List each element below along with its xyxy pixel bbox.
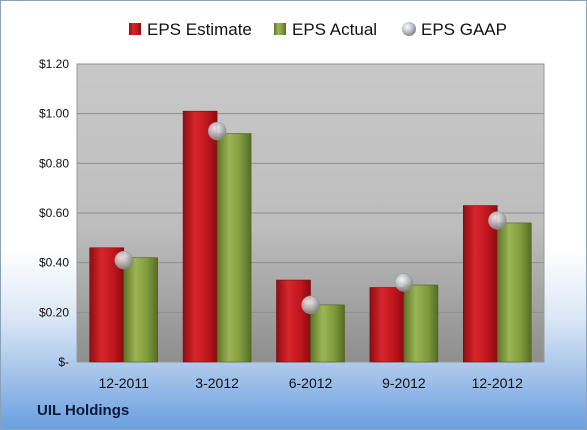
bar-eps-estimate <box>462 205 498 363</box>
x-tick-label: 3-2012 <box>195 375 239 391</box>
gaap-markers <box>114 121 507 315</box>
marker-eps-gaap <box>301 295 320 315</box>
y-tick-label: $- <box>58 355 69 369</box>
y-tick-label: $1.20 <box>39 57 69 71</box>
y-tick-label: $0.60 <box>39 206 69 220</box>
legend: EPS Estimate EPS Actual EPS GAAP <box>129 20 507 39</box>
y-axis: $- $0.20 $0.40 $0.60 $0.80 $1.00 $1.20 <box>39 57 69 369</box>
marker-eps-gaap <box>207 121 227 141</box>
marker-eps-gaap <box>394 273 414 292</box>
legend-label: EPS GAAP <box>421 20 507 39</box>
bar-eps-actual <box>216 133 252 363</box>
x-tick-label: 6-2012 <box>289 375 333 391</box>
legend-label: EPS Estimate <box>147 20 252 39</box>
bar-eps-estimate <box>276 279 311 363</box>
bar-eps-estimate <box>369 287 405 363</box>
company-label: UIL Holdings <box>37 402 130 419</box>
x-axis: 12-2011 3-2012 6-2012 9-2012 12-2012 <box>99 375 524 391</box>
y-tick-label: $0.20 <box>39 305 69 319</box>
x-tick-label: 9-2012 <box>382 375 426 391</box>
y-tick-label: $0.40 <box>39 256 69 270</box>
marker-eps-gaap <box>114 250 133 270</box>
y-tick-label: $1.00 <box>39 107 69 121</box>
bar-eps-actual <box>496 222 532 363</box>
bar-eps-actual <box>403 284 439 363</box>
legend-label: EPS Actual <box>292 20 377 39</box>
bar-eps-estimate <box>182 110 218 363</box>
bar-eps-actual <box>310 304 345 363</box>
x-tick-label: 12-2012 <box>472 375 524 391</box>
bar-eps-actual <box>123 257 158 363</box>
x-tick-label: 12-2011 <box>99 375 150 391</box>
legend-swatch <box>129 23 141 35</box>
marker-eps-gaap <box>488 211 507 230</box>
legend-swatch <box>402 22 416 36</box>
legend-swatch <box>274 23 286 35</box>
y-tick-label: $0.80 <box>39 156 69 170</box>
